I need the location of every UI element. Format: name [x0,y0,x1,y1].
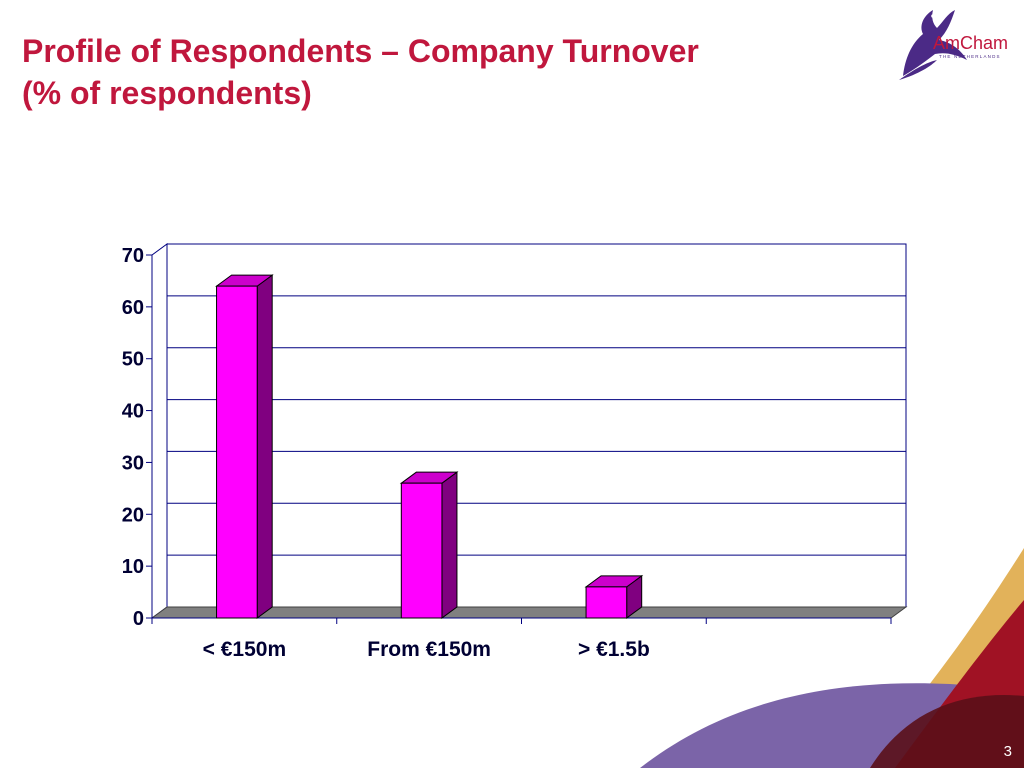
slide-title-line1: Profile of Respondents – Company Turnove… [22,33,699,69]
slide-title-line2: (% of respondents) [22,75,312,111]
y-tick-label: 60 [122,297,144,319]
bar-side [256,274,273,619]
x-tick-label: > €1.5b [578,638,650,661]
bar [400,482,443,619]
y-tick-label: 10 [122,556,144,578]
logo-text: AmCham [933,33,1008,53]
page-number: 3 [1003,743,1012,760]
eagle-icon [899,10,967,80]
y-tick-label: 0 [133,608,144,630]
plot-back-wall [166,243,907,608]
y-tick-label: 30 [122,452,144,474]
slide-title: Profile of Respondents – Company Turnove… [22,30,699,114]
y-tick-label: 40 [122,401,144,423]
plot-side-wall [151,243,168,619]
bar [585,586,628,619]
x-tick-label: < €150m [203,638,287,661]
wave-dark [870,695,1024,768]
logo-subtitle: THE NETHERLANDS [939,54,1001,59]
y-tick-label: 70 [122,245,144,267]
bar [216,285,258,619]
bar-side [441,471,458,619]
chart-layer: 0 10 20 30 40 50 60 70 < €150m From €150m > €1.5b [122,243,908,661]
y-tick-label: 20 [122,504,144,526]
y-tick-label: 50 [122,349,144,371]
amcham-logo: AmCham THE NETHERLANDS [899,10,1008,80]
x-tick-label: From €150m [367,638,491,661]
